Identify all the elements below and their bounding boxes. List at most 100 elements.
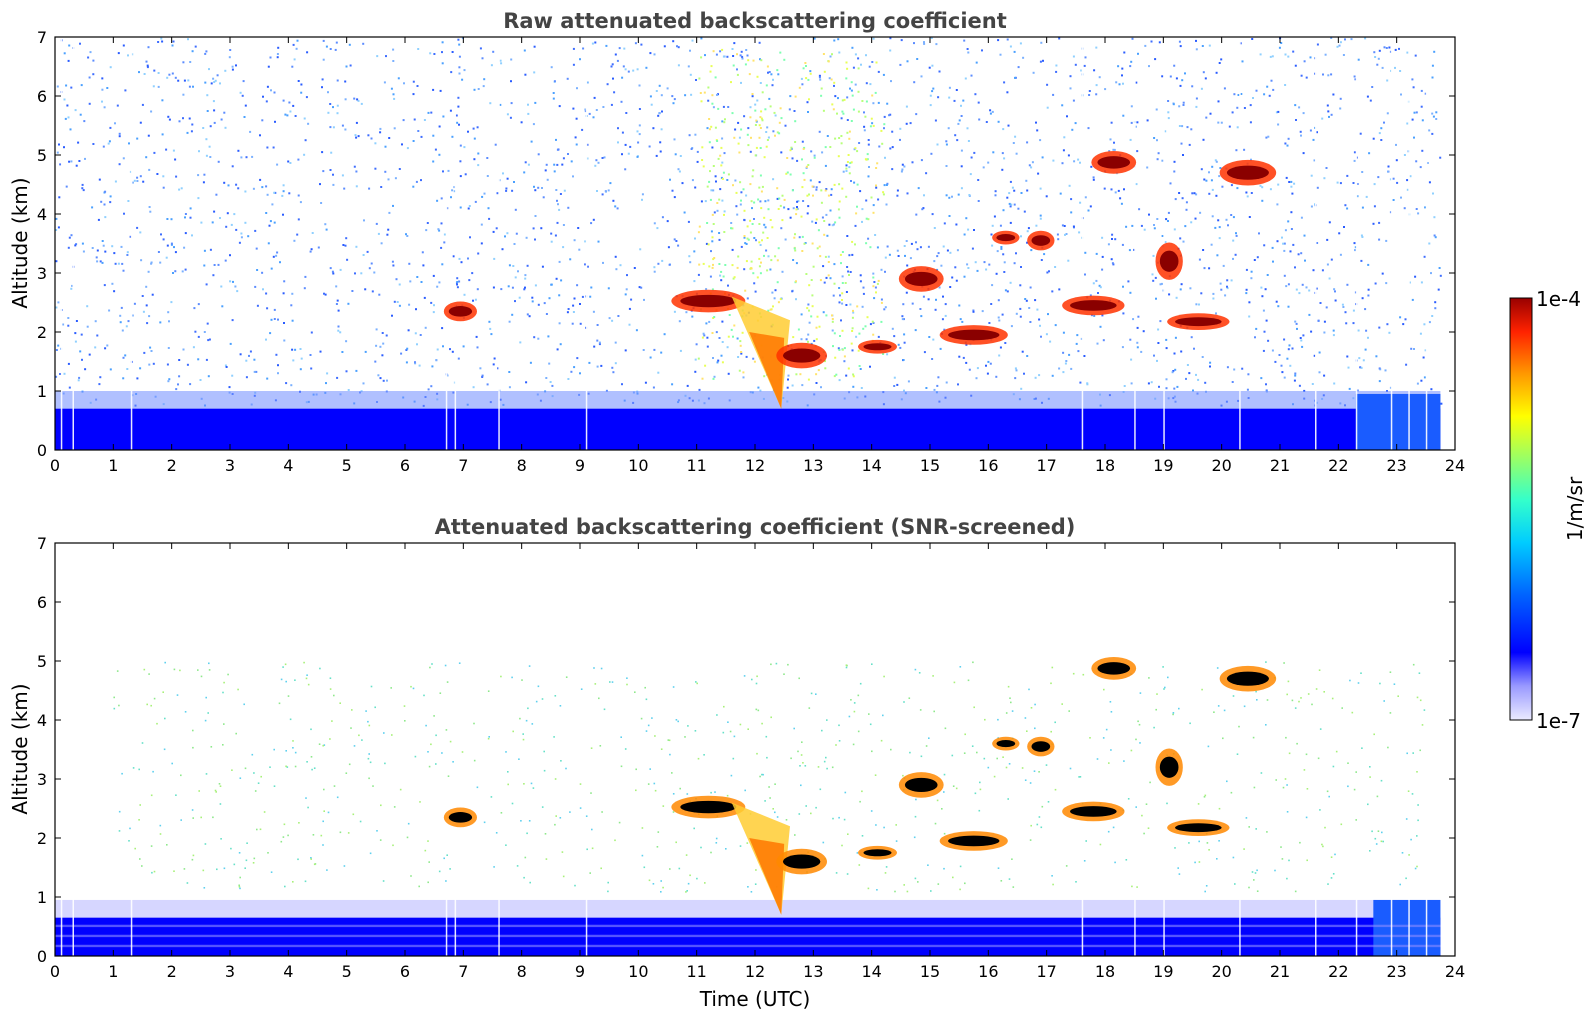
noise-speck — [304, 139, 307, 142]
noise-speck — [392, 204, 394, 207]
noise-speck — [576, 87, 578, 90]
noise-speck — [1222, 264, 1225, 267]
noise-speck — [1228, 125, 1231, 128]
noise-speck — [282, 292, 285, 295]
noise-speck — [660, 128, 663, 131]
noise-speck — [999, 346, 1002, 349]
x-tick-label: 8 — [517, 962, 527, 981]
noise-speck — [296, 233, 299, 236]
noise-speck — [1159, 283, 1162, 286]
noise-speck — [702, 332, 705, 335]
noise-speck — [1156, 359, 1158, 362]
noise-speck — [1327, 110, 1330, 113]
noise-speck — [931, 90, 934, 93]
noise-speck — [1362, 359, 1365, 362]
noise-speck — [589, 295, 592, 298]
noise-speck — [721, 137, 724, 140]
noise-speck — [704, 54, 706, 57]
noise-speck — [244, 104, 247, 107]
noise-speck — [778, 197, 781, 200]
noise-speck — [543, 750, 545, 753]
noise-speck — [823, 70, 826, 73]
noise-speck — [495, 227, 498, 230]
noise-speck — [795, 213, 798, 216]
noise-speck — [1326, 238, 1329, 241]
noise-speck — [500, 288, 503, 291]
noise-speck — [1218, 840, 1220, 842]
noise-speck — [740, 352, 743, 355]
noise-speck — [1232, 856, 1235, 859]
noise-speck — [1007, 124, 1010, 127]
cloud-feature-core — [863, 849, 892, 857]
noise-speck — [1003, 81, 1006, 84]
noise-speck — [977, 200, 980, 202]
noise-speck — [715, 180, 717, 183]
noise-speck — [824, 367, 827, 370]
noise-speck — [743, 236, 746, 239]
x-tick-label: 20 — [1211, 456, 1231, 475]
noise-speck — [920, 315, 923, 318]
noise-speck — [702, 165, 705, 168]
noise-speck — [1408, 281, 1411, 284]
noise-speck — [164, 661, 166, 664]
noise-speck — [1012, 142, 1015, 144]
noise-speck — [126, 251, 129, 254]
noise-speck — [976, 751, 978, 754]
noise-speck — [222, 744, 224, 746]
noise-speck — [429, 52, 432, 55]
noise-speck — [1172, 103, 1175, 106]
noise-speck — [769, 797, 771, 799]
noise-speck — [1069, 87, 1072, 90]
noise-speck — [868, 713, 870, 715]
noise-speck — [740, 50, 743, 53]
noise-speck — [343, 865, 346, 867]
noise-speck — [381, 332, 384, 334]
noise-speck — [1415, 160, 1418, 163]
noise-speck — [640, 717, 643, 720]
noise-speck — [68, 386, 71, 389]
noise-speck — [770, 259, 773, 262]
noise-speck — [1013, 262, 1016, 265]
noise-speck — [544, 833, 547, 835]
noise-speck — [559, 817, 562, 819]
noise-speck — [1361, 747, 1363, 749]
noise-speck — [297, 158, 300, 161]
noise-speck — [1287, 55, 1290, 58]
noise-speck — [456, 121, 459, 124]
noise-speck — [457, 96, 460, 99]
noise-speck — [847, 270, 850, 273]
noise-speck — [367, 757, 370, 760]
noise-speck — [967, 140, 970, 142]
noise-speck — [576, 284, 579, 287]
noise-speck — [871, 61, 874, 63]
noise-speck — [1298, 106, 1301, 109]
noise-speck — [625, 288, 628, 291]
noise-speck — [822, 311, 825, 314]
noise-speck — [717, 359, 720, 362]
noise-speck — [694, 370, 697, 373]
noise-speck — [737, 121, 740, 124]
noise-speck — [897, 255, 900, 257]
noise-speck — [197, 174, 200, 177]
noise-speck — [183, 246, 186, 249]
noise-speck — [1026, 189, 1029, 192]
noise-speck — [552, 97, 555, 100]
noise-speck — [801, 384, 804, 387]
noise-speck — [656, 846, 659, 848]
noise-speck — [323, 292, 325, 295]
noise-speck — [231, 65, 234, 68]
noise-speck — [763, 216, 766, 219]
noise-speck — [590, 286, 593, 289]
noise-speck — [872, 124, 875, 127]
noise-speck — [727, 721, 729, 723]
noise-speck — [1097, 292, 1099, 294]
noise-speck — [1125, 225, 1128, 228]
noise-speck — [168, 378, 171, 381]
noise-speck — [472, 386, 475, 389]
noise-speck — [1411, 793, 1414, 795]
noise-speck — [743, 115, 746, 118]
noise-speck — [591, 42, 594, 45]
noise-speck — [1384, 369, 1387, 372]
noise-speck — [1014, 76, 1016, 79]
noise-speck — [802, 147, 805, 150]
